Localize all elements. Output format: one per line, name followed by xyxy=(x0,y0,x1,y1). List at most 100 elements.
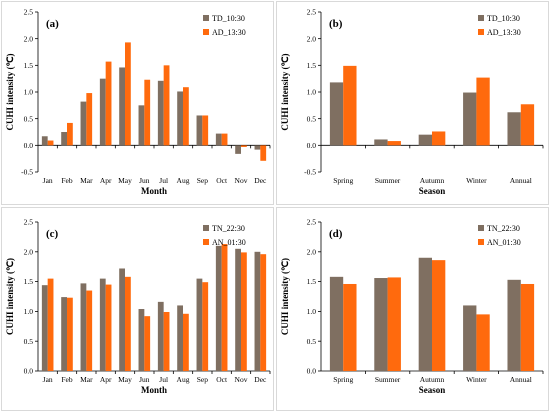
bar-AD_13:30-Jul xyxy=(163,65,170,146)
x-tick-label: Jul xyxy=(159,176,168,185)
x-tick-label: Summer xyxy=(375,375,401,384)
bar-AN_01:30-Dec xyxy=(260,254,267,371)
y-tick-label: 2.0 xyxy=(307,34,317,43)
y-tick-label: 1.0 xyxy=(24,307,34,316)
bar-TN_22:30-Sep xyxy=(196,278,203,371)
bar-TN_22:30-Autumn xyxy=(418,257,432,371)
x-tick-label: Nov xyxy=(235,375,248,384)
bar-AN_01:30-Apr xyxy=(105,284,112,371)
x-tick-label: Aug xyxy=(177,375,190,384)
y-axis-title: CUHI intensity (℃) xyxy=(280,53,290,130)
bar-AN_01:30-Oct xyxy=(221,244,228,371)
bar-TD_10:30-Dec xyxy=(254,145,261,150)
bar-TN_22:30-May xyxy=(119,268,125,371)
x-axis-title: Month xyxy=(141,186,167,196)
bar-TD_10:30-Jan xyxy=(41,136,48,146)
chart-panel-b: -0.5 0.0 0.5 1.0 1.5 2.0 2.5 Spring Summer Autumn… xyxy=(276,1,549,205)
bar-TN_22:30-Mar xyxy=(80,283,87,371)
panel-frame xyxy=(1,1,274,205)
bar-AN_01:30-May xyxy=(125,276,131,371)
bar-AD_13:30-May xyxy=(125,42,131,146)
x-tick-label: Jan xyxy=(43,176,53,185)
y-tick-label: 1.5 xyxy=(24,277,34,286)
x-tick-label: Nov xyxy=(235,176,248,185)
y-tick-label: 0.0 xyxy=(307,367,317,376)
bar-AD_13:30-Spring xyxy=(343,65,357,146)
bar-AD_13:30-Apr xyxy=(105,61,112,146)
y-axis-title: CUHI intensity (℃) xyxy=(5,258,15,335)
y-tick-label: 0.5 xyxy=(307,337,317,346)
y-tick-label: 1.0 xyxy=(307,307,317,316)
panel-tag: (a) xyxy=(46,18,59,30)
bar-TN_22:30-Feb xyxy=(61,297,67,371)
y-tick-label: 0.5 xyxy=(24,337,34,346)
bar-TD_10:30-Winter xyxy=(463,92,477,146)
bar-AN_01:30-Winter xyxy=(476,314,490,371)
panel-frame xyxy=(276,207,549,411)
legend-label: TD_10:30 xyxy=(212,14,245,23)
bar-AN_01:30-Sep xyxy=(202,282,209,371)
bar-AD_13:30-Mar xyxy=(86,93,93,146)
legend-swatch xyxy=(478,29,484,35)
chart-panel-c: 0.0 0.5 1.0 1.5 2.0 2.5 Jan Feb Mar Apr May Jun Jul A… xyxy=(1,207,274,411)
x-tick-label: Sep xyxy=(197,375,209,384)
y-tick-label: 1.5 xyxy=(307,277,317,286)
x-tick-label: Autumn xyxy=(420,375,445,384)
bar-AN_01:30-Feb xyxy=(67,297,73,371)
panel-tag: (b) xyxy=(329,18,343,30)
y-axis-title: CUHI intensity (℃) xyxy=(280,258,290,335)
x-tick-label: Feb xyxy=(61,375,73,384)
bar-AD_13:30-Nov xyxy=(241,145,247,147)
x-tick-label: Sep xyxy=(197,176,209,185)
bar-AN_01:30-Jan xyxy=(47,278,54,371)
bar-AN_01:30-Nov xyxy=(241,252,247,371)
x-axis-title: Season xyxy=(419,385,446,395)
x-tick-label: Apr xyxy=(100,176,112,185)
bar-TD_10:30-Feb xyxy=(61,132,67,146)
legend-label: TD_10:30 xyxy=(487,14,520,23)
legend-swatch xyxy=(203,29,209,35)
y-tick-label: 1.5 xyxy=(307,61,317,70)
panel-tag: (d) xyxy=(329,228,343,240)
x-tick-label: May xyxy=(118,176,132,185)
bar-TD_10:30-Mar xyxy=(80,101,87,146)
y-tick-label: -0.5 xyxy=(304,168,316,177)
legend-swatch xyxy=(203,239,209,245)
bar-TD_10:30-Jun xyxy=(138,105,145,146)
x-tick-label: Spring xyxy=(333,176,353,185)
x-tick-label: Jun xyxy=(139,176,150,185)
bar-TN_22:30-Jun xyxy=(138,309,145,371)
legend-label: TN_22:30 xyxy=(212,224,245,233)
x-tick-label: Jun xyxy=(139,375,150,384)
y-tick-label: -0.5 xyxy=(21,168,33,177)
x-tick-label: Mar xyxy=(80,375,93,384)
x-tick-label: Winter xyxy=(466,176,487,185)
y-tick-label: 2.5 xyxy=(24,8,34,17)
x-tick-label: Dec xyxy=(254,375,267,384)
x-tick-label: May xyxy=(118,375,132,384)
legend-label: AD_13:30 xyxy=(212,28,246,37)
bar-TD_10:30-Nov xyxy=(235,145,241,154)
bar-TD_10:30-Spring xyxy=(329,82,344,146)
x-tick-label: Spring xyxy=(333,375,353,384)
bar-AD_13:30-Jun xyxy=(144,79,151,146)
legend-swatch xyxy=(203,15,209,21)
panel-tag: (c) xyxy=(46,228,59,240)
x-tick-label: Feb xyxy=(61,176,73,185)
x-axis-title: Season xyxy=(419,186,446,196)
y-tick-label: 0.5 xyxy=(307,114,317,123)
bar-TN_22:30-Dec xyxy=(254,251,261,371)
bar-TD_10:30-Sep xyxy=(196,115,203,146)
legend-label: TN_22:30 xyxy=(487,224,520,233)
bar-TN_22:30-Nov xyxy=(235,248,241,371)
y-tick-label: 2.5 xyxy=(24,218,34,227)
bar-AD_13:30-Feb xyxy=(67,122,73,146)
bar-AD_13:30-Annual xyxy=(520,104,535,146)
bar-TD_10:30-Annual xyxy=(507,112,521,146)
bar-TN_22:30-Spring xyxy=(329,276,344,371)
x-tick-label: Jan xyxy=(43,375,53,384)
y-tick-label: 2.0 xyxy=(307,247,317,256)
panel-frame xyxy=(1,207,274,411)
